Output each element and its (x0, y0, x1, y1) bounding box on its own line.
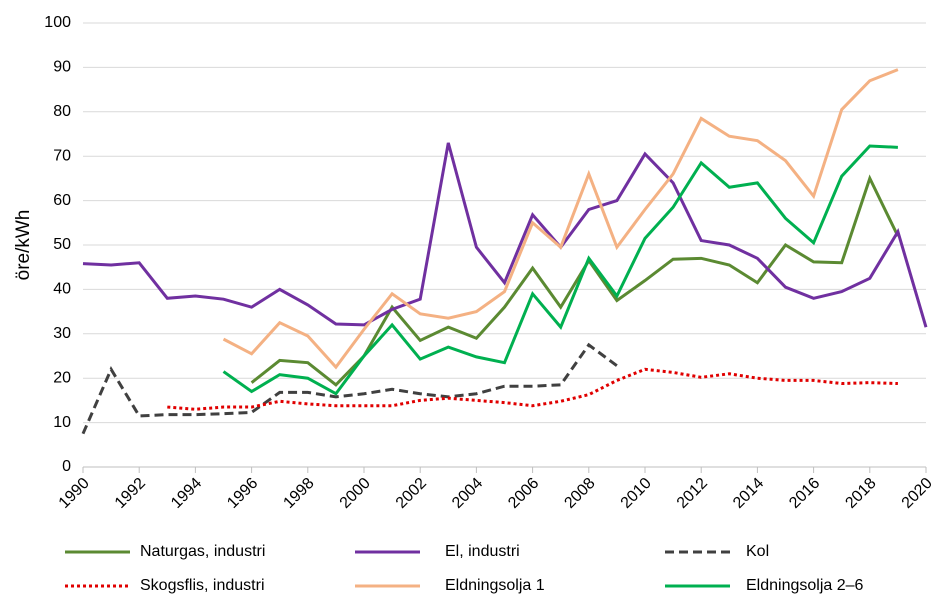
y-tick-label: 0 (62, 458, 71, 475)
x-tick-label: 2004 (449, 475, 486, 512)
y-tick-label: 10 (53, 414, 71, 431)
y-tick-label: 30 (53, 325, 71, 342)
x-tick-label: 2002 (393, 475, 430, 512)
y-tick-label: 50 (53, 236, 71, 253)
x-tick-label: 2014 (730, 475, 767, 512)
series-line (167, 367, 898, 411)
y-tick-label: 80 (53, 103, 71, 120)
legend-label: Kol (746, 543, 769, 560)
series-line (222, 68, 899, 370)
y-tick-label: 40 (53, 281, 71, 298)
legend-label: Skogsflis, industri (140, 577, 265, 594)
y-tick-label: 70 (53, 147, 71, 164)
x-tick-label: 1996 (224, 475, 261, 512)
x-tick-label: 2016 (786, 475, 823, 512)
legend-label: Eldningsolja 1 (445, 577, 545, 594)
y-tick-label: 100 (44, 14, 71, 31)
x-tick-label: 1998 (280, 475, 317, 512)
series-line (222, 144, 898, 396)
x-tick-label: 1994 (168, 475, 205, 512)
y-tick-label: 20 (53, 369, 71, 386)
x-tick-label: 2018 (842, 475, 879, 512)
x-tick-label: 2010 (618, 475, 655, 512)
series-line (81, 342, 618, 435)
x-tick-label: 2012 (674, 475, 711, 512)
series-line (82, 142, 928, 328)
legend-label: Naturgas, industri (140, 543, 265, 560)
legend-label: El, industri (445, 543, 520, 560)
y-axis-label: öre/kWh (13, 210, 34, 281)
x-tick-label: 2006 (505, 475, 542, 512)
x-tick-label: 2008 (561, 475, 598, 512)
legend-label: Eldningsolja 2–6 (746, 577, 864, 594)
x-tick-label: 2000 (337, 475, 374, 512)
y-tick-label: 60 (53, 192, 71, 209)
x-tick-label: 1992 (112, 475, 149, 512)
x-tick-label: 1990 (56, 475, 93, 512)
x-tick-label: 2020 (899, 475, 932, 512)
y-tick-label: 90 (53, 59, 71, 76)
